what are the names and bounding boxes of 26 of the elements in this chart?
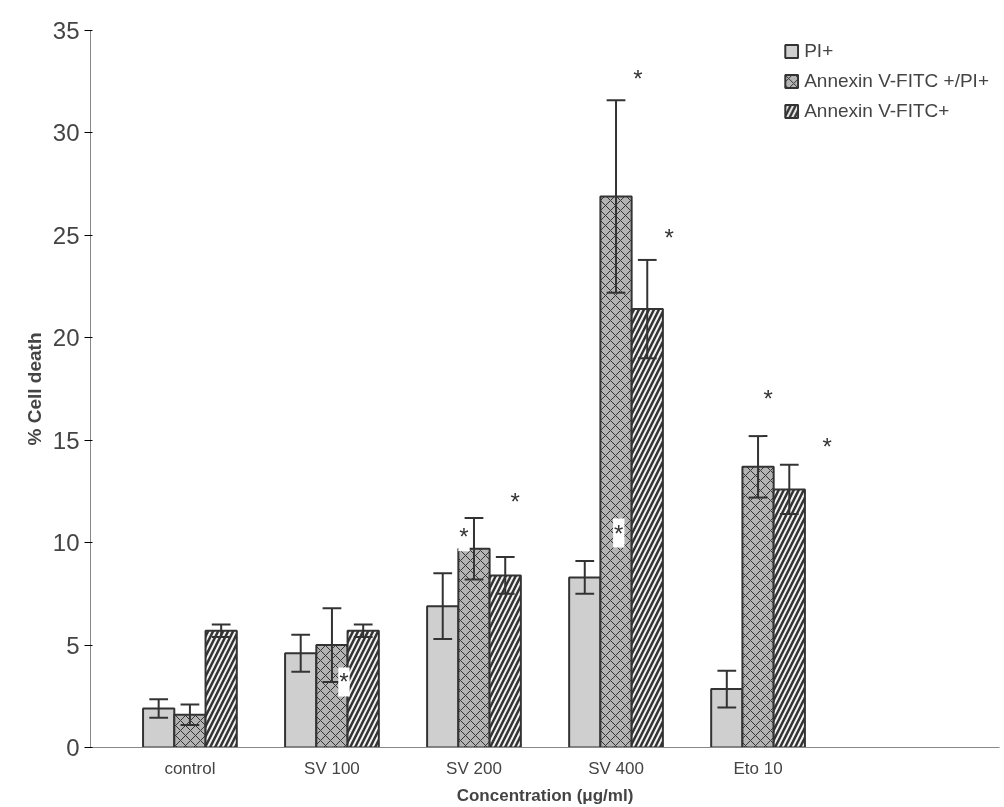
y-tick-label: 20 <box>52 324 80 352</box>
y-tick-label: 0 <box>66 734 80 761</box>
legend-label: PI+ <box>804 40 834 62</box>
y-tick-label: 35 <box>52 17 80 44</box>
y-tick-label: 10 <box>52 529 80 557</box>
annotation: * <box>339 668 349 696</box>
y-tick-label: 15 <box>52 426 80 454</box>
y-axis-title: % Cell death <box>23 332 45 446</box>
annotation: * <box>510 488 520 516</box>
annotation: * <box>459 523 469 551</box>
x-tick-label: Eto 10 <box>733 758 783 778</box>
annotation: * <box>822 433 832 461</box>
annotation: * <box>664 224 674 252</box>
y-tick-label: 25 <box>52 221 80 249</box>
y-tick-label: 5 <box>66 631 80 659</box>
y-tick-label: 30 <box>52 119 80 147</box>
x-tick-label: SV 400 <box>588 758 644 778</box>
x-axis-title: Concentration (μg/ml) <box>456 785 634 805</box>
x-tick-label: control <box>164 758 216 778</box>
legend-label: Annexin V-FITC +/PI+ <box>804 70 989 92</box>
x-tick-label: SV 100 <box>304 758 360 778</box>
annotation: * <box>633 64 643 92</box>
annotation: * <box>614 519 624 547</box>
annotation: * <box>763 384 773 412</box>
legend-label: Annexin V-FITC+ <box>804 100 950 122</box>
x-tick-label: SV 200 <box>446 758 502 778</box>
